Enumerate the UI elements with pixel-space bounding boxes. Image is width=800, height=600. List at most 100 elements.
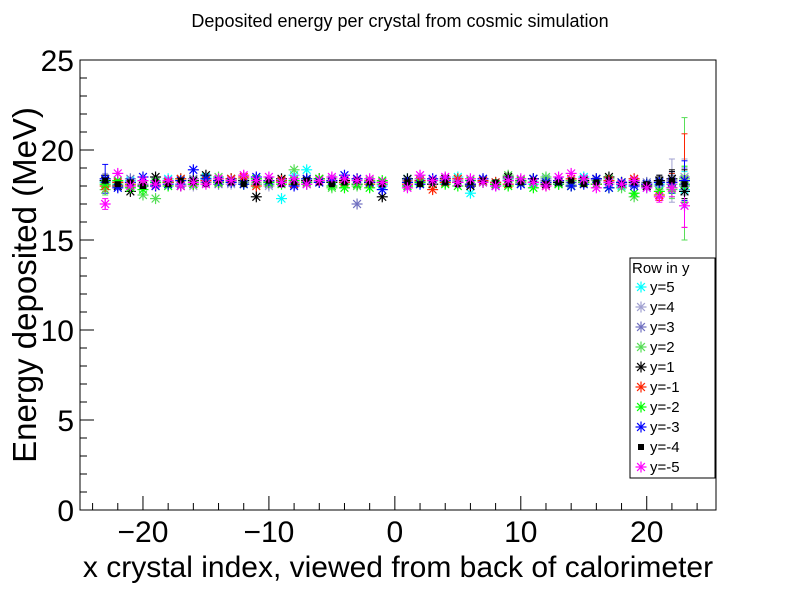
legend-marker [635, 401, 647, 413]
data-point [124, 180, 136, 192]
x-tick-label: −10 [243, 516, 294, 549]
x-axis-label: x crystal index, viewed from back of cal… [83, 551, 713, 584]
x-tick-label: 10 [504, 516, 537, 549]
data-point [313, 175, 325, 187]
x-tick-label: 20 [630, 516, 663, 549]
y-tick-label: 10 [41, 315, 74, 348]
legend-marker [635, 281, 647, 293]
legend-entry: y=4 [635, 299, 675, 316]
data-point [162, 175, 174, 187]
data-point [590, 182, 602, 194]
legend-label: y=2 [650, 339, 675, 356]
data-point [114, 181, 121, 188]
legend-label: y=3 [650, 319, 675, 336]
data-point [656, 179, 663, 186]
data-point [326, 171, 338, 183]
legend-entry: y=-4 [638, 439, 680, 456]
legend-entry: y=-3 [635, 419, 680, 436]
data-point [263, 171, 275, 183]
legend-label: y=-5 [650, 459, 680, 476]
y-tick-label: 15 [41, 225, 74, 258]
legend-title: Row in y [632, 260, 690, 277]
x-tick-label: 0 [387, 516, 404, 549]
legend-label: y=1 [650, 359, 675, 376]
data-point [401, 182, 413, 194]
y-tick-label: 20 [41, 135, 74, 168]
data-point [150, 178, 162, 190]
data-point [187, 164, 199, 176]
data-point [137, 175, 149, 187]
data-point [150, 193, 162, 205]
x-tick-label: −20 [118, 516, 169, 549]
chart-title: Deposited energy per crystal from cosmic… [191, 11, 608, 31]
data-point [540, 180, 552, 192]
data-point [276, 176, 288, 188]
legend-entry: y=1 [635, 359, 675, 376]
data-point [628, 175, 640, 187]
legend-entry: y=2 [635, 339, 675, 356]
data-point [351, 175, 363, 187]
data-point [112, 167, 124, 179]
data-point [666, 182, 678, 194]
y-axis-label: Energy deposited (MeV) [6, 107, 43, 463]
legend-entry: y=-2 [635, 399, 680, 416]
data-point [187, 176, 199, 188]
data-point [213, 173, 225, 185]
data-point [376, 176, 388, 188]
data-point [477, 176, 489, 188]
data-point [250, 191, 262, 203]
data-point [527, 176, 539, 188]
data-point [464, 173, 476, 185]
legend-marker [635, 341, 647, 353]
y-tick-label: 0 [57, 495, 74, 528]
y-axis: 0 5 10 15 20 25 [41, 45, 94, 528]
plot-frame [79, 59, 717, 511]
legend-entry: y=5 [635, 279, 675, 296]
legend-marker [635, 301, 647, 313]
data-point [490, 180, 502, 192]
data-point [668, 177, 675, 184]
data-point [175, 180, 187, 192]
data-point [679, 200, 691, 212]
data-point [240, 181, 247, 188]
data-point [641, 182, 653, 194]
legend: Row in y y=5 y=4 y=3 y=2 y=1 y=-1 y=-2 y=-3 y=-4… [629, 257, 716, 479]
legend-marker [635, 421, 647, 433]
data-point [351, 198, 363, 210]
data-point [200, 178, 212, 190]
data-point [225, 175, 237, 187]
legend-label: y=-3 [650, 419, 680, 436]
legend-marker [635, 461, 647, 473]
data-point [301, 178, 313, 190]
data-point [276, 193, 288, 205]
data-point [653, 191, 665, 203]
legend-label: y=-1 [650, 379, 680, 396]
data-point [603, 176, 615, 188]
data-point [238, 169, 250, 181]
data-point [328, 181, 335, 188]
legend-label: y=4 [650, 299, 675, 316]
data-point [515, 173, 527, 185]
data-point [250, 175, 262, 187]
legend-entries: y=5 y=4 y=3 y=2 y=1 y=-1 y=-2 y=-3 y=-4 y=-5 [635, 279, 680, 476]
legend-label: y=-4 [650, 439, 680, 456]
data-point [364, 173, 376, 185]
data-point [417, 181, 424, 188]
data-point [99, 198, 111, 210]
data-point [102, 177, 109, 184]
legend-label: y=5 [650, 279, 675, 296]
data-point [338, 173, 350, 185]
data-point [414, 169, 426, 181]
data-point [427, 175, 439, 187]
data-point [288, 173, 300, 185]
legend-marker [635, 381, 647, 393]
data-point [565, 167, 577, 179]
data-point [616, 178, 628, 190]
legend-label: y=-2 [650, 399, 680, 416]
y-tick-label: 5 [57, 405, 74, 438]
legend-marker [635, 321, 647, 333]
legend-entry: y=3 [635, 319, 675, 336]
legend-marker [635, 361, 647, 373]
